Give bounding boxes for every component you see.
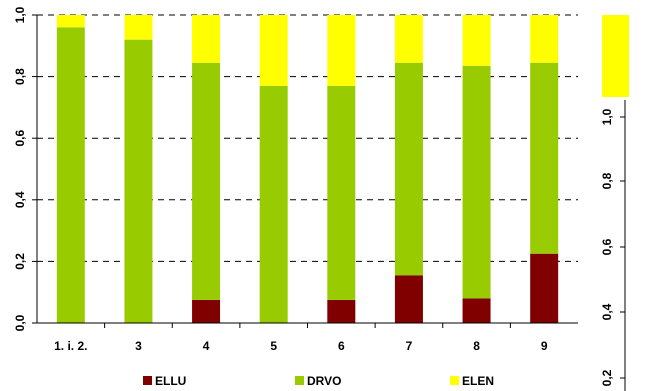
axes [32, 14, 578, 328]
bar-segment-elen [530, 15, 559, 63]
x-tick-label: 1. i. 2. [54, 339, 87, 353]
y-tick-label: 0,2 [13, 253, 27, 270]
y-tick-label: 0,8 [600, 172, 614, 189]
legend-label-elen: ELEN [462, 374, 494, 388]
x-tick-label: 6 [338, 339, 345, 353]
legend-swatch-ellu [143, 376, 152, 385]
x-tick-label: 7 [406, 339, 413, 353]
x-tick-label: 5 [270, 339, 277, 353]
legend: ELLU DRVO ELEN [143, 374, 494, 388]
bar-segment-elen [56, 15, 85, 28]
legend-label-drvo: DRVO [307, 374, 341, 388]
x-tick-labels: 1. i. 2. 3 4 5 6 7 8 9 [54, 339, 548, 353]
bar-segment-drvo [394, 62, 423, 276]
x-tick-label: 9 [541, 339, 548, 353]
y-tick-label: 0,8 [13, 68, 27, 85]
y-tick-label: 0,4 [13, 191, 27, 208]
bar-segment-elen [394, 15, 423, 63]
bar-segment-drvo [327, 85, 356, 300]
y-tick-label: 1,0 [13, 6, 27, 23]
y-tick-label: 0,0 [13, 314, 27, 331]
bar-segment-ellu [394, 275, 423, 323]
bar-segment-ellu [530, 253, 559, 323]
bar-segment-drvo [192, 62, 221, 300]
gridlines [37, 14, 578, 262]
y-tick-label: 0,6 [600, 238, 614, 255]
second-chart: 0,2 0,4 0,6 0,8 1,0 [600, 15, 629, 391]
y-tick-label: 0,4 [600, 303, 614, 320]
x-tick-label: 4 [203, 339, 210, 353]
bars [56, 15, 559, 323]
bar-segment-elen [462, 15, 491, 66]
bar-segment-drvo [56, 27, 85, 323]
bar-segment-elen [124, 15, 153, 40]
legend-label-ellu: ELLU [155, 374, 186, 388]
bar-segment-drvo [259, 85, 288, 323]
bar-segment-drvo [530, 62, 559, 254]
bar-segment-ellu [327, 299, 356, 323]
bar-segment-drvo [462, 65, 491, 299]
bar-segment-elen [259, 15, 288, 86]
bar-segment-drvo [124, 39, 153, 323]
y-tick-labels: 0,0 0,2 0,4 0,6 0,8 1,0 [13, 6, 27, 331]
y-tick-label: 1,0 [600, 108, 614, 125]
x-tick-label: 3 [135, 339, 142, 353]
y-tick-label: 0,2 [600, 369, 614, 386]
bar-segment-elen [192, 15, 221, 63]
bar-segment-ellu [462, 298, 491, 323]
legend-swatch-drvo [295, 376, 304, 385]
bar-segment-ellu [192, 299, 221, 323]
x-tick-label: 8 [473, 339, 480, 353]
y-tick-label: 0,6 [13, 130, 27, 147]
bar-segment-elen [327, 15, 356, 86]
bar-segment-elen [602, 15, 629, 97]
legend-swatch-elen [450, 376, 459, 385]
